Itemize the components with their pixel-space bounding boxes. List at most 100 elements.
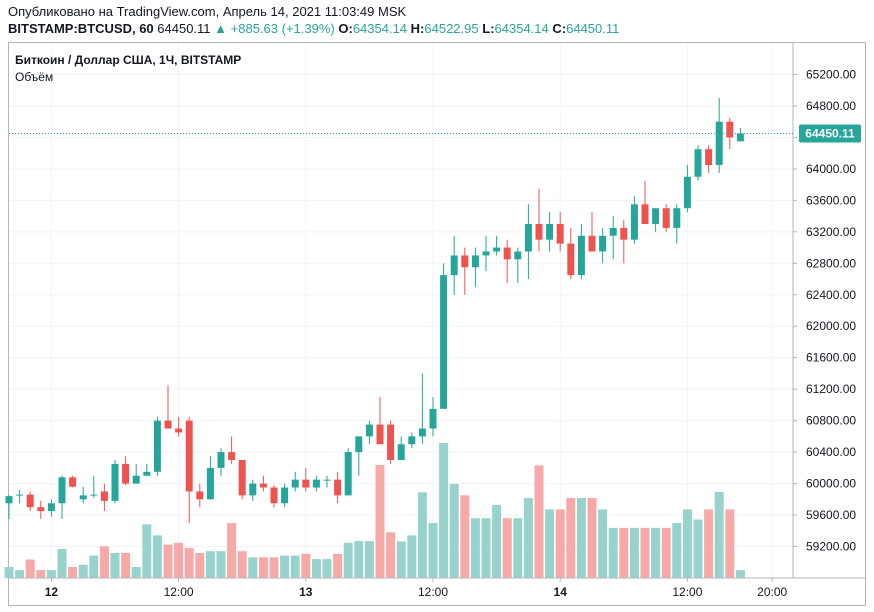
- candle-body: [408, 436, 416, 445]
- candle: [641, 180, 649, 224]
- y-tick-label: 62400.00: [806, 288, 856, 302]
- close-value: 64450.11: [566, 21, 620, 36]
- candle: [100, 483, 108, 512]
- candle-body: [641, 204, 649, 224]
- candle: [705, 145, 713, 173]
- candle: [365, 420, 373, 445]
- high-label: H:: [410, 21, 425, 36]
- volume-bar: [439, 443, 449, 578]
- candle: [630, 196, 638, 244]
- x-tick-label: 14: [554, 585, 568, 599]
- y-tick-label: 63200.00: [806, 225, 856, 239]
- x-tick-label: 12:00: [418, 585, 448, 599]
- candle-body: [726, 121, 734, 138]
- candle-body: [418, 428, 426, 437]
- candle: [185, 416, 193, 523]
- volume-bar: [227, 523, 237, 578]
- candle-body: [556, 223, 564, 244]
- candle-body: [312, 479, 320, 488]
- candle: [334, 471, 342, 504]
- candle-body: [461, 255, 469, 268]
- symbol-label[interactable]: BITSTAMP:BTCUSD, 60: [8, 21, 154, 36]
- y-tick-label: 63600.00: [806, 193, 856, 207]
- candle-body: [281, 487, 289, 504]
- volume-bar: [163, 544, 173, 578]
- volume-bar: [110, 552, 120, 578]
- candle-body: [58, 477, 66, 504]
- candle: [132, 463, 140, 484]
- volume-bar: [629, 527, 639, 578]
- candle: [493, 235, 501, 256]
- candle-body: [546, 223, 554, 240]
- candle: [26, 491, 34, 512]
- candle-body: [217, 452, 225, 468]
- candle-body: [228, 452, 236, 460]
- candle: [79, 486, 87, 504]
- candle-body: [620, 227, 628, 240]
- candle: [355, 436, 363, 476]
- candle-body: [736, 133, 744, 142]
- candle-body: [270, 487, 278, 504]
- candle: [683, 164, 691, 213]
- candle: [524, 204, 532, 280]
- volume-bar: [364, 541, 374, 578]
- candle: [206, 456, 214, 500]
- candle-body: [376, 424, 384, 445]
- candles: [5, 98, 744, 523]
- volume-bar: [545, 509, 555, 578]
- candle: [196, 483, 204, 508]
- volume-bar: [216, 551, 226, 578]
- candle-body: [662, 208, 670, 228]
- volume-bar: [502, 518, 512, 578]
- candle: [599, 227, 607, 264]
- volume-bar: [46, 570, 56, 578]
- candle-body: [79, 495, 87, 500]
- candle: [111, 459, 119, 504]
- candle-body: [238, 459, 246, 496]
- volume-bar: [672, 523, 682, 578]
- volume-bar: [470, 518, 480, 578]
- y-tick-label: 61600.00: [806, 351, 856, 365]
- candle-body: [164, 420, 172, 429]
- candle: [302, 467, 310, 492]
- candle-body: [5, 496, 13, 504]
- y-tick-label: 62800.00: [806, 256, 856, 270]
- candle-body: [673, 208, 681, 228]
- legend-volume[interactable]: Объём: [15, 70, 54, 84]
- legend-title[interactable]: Биткоин / Доллар США, 1Ч, BITSTAMP: [15, 53, 242, 67]
- volume-bar: [693, 519, 703, 578]
- y-tick-label: 62000.00: [806, 319, 856, 333]
- candle-body: [705, 149, 713, 165]
- y-tick-label: 64000.00: [806, 162, 856, 176]
- candle: [291, 471, 299, 492]
- candle: [535, 188, 543, 252]
- candle: [47, 499, 55, 517]
- low-value: 64354.14: [494, 21, 549, 36]
- candle: [143, 463, 151, 476]
- candle: [482, 235, 490, 272]
- volume-bar: [121, 552, 131, 578]
- candle: [153, 416, 161, 476]
- candle: [387, 420, 395, 464]
- candle: [217, 448, 225, 476]
- candle-body: [143, 471, 151, 476]
- volume-bar: [513, 518, 523, 578]
- candle: [249, 479, 257, 501]
- candle: [397, 436, 405, 460]
- candle: [715, 98, 723, 173]
- y-tick-label: 60800.00: [806, 414, 856, 428]
- price-scale: 65200.0064800.0064400.0064000.0063600.00…: [793, 67, 856, 554]
- candle: [609, 216, 617, 260]
- volume-bar: [142, 524, 152, 578]
- candle-body: [323, 479, 331, 481]
- volume-bar: [417, 492, 427, 578]
- candle-body: [185, 420, 193, 492]
- grid-lines: [9, 43, 793, 578]
- volume-bar: [555, 509, 565, 578]
- candle: [259, 475, 267, 492]
- volume-bar: [322, 559, 332, 578]
- volume-bar: [36, 570, 46, 578]
- candle: [122, 456, 130, 486]
- candle-body: [482, 251, 490, 256]
